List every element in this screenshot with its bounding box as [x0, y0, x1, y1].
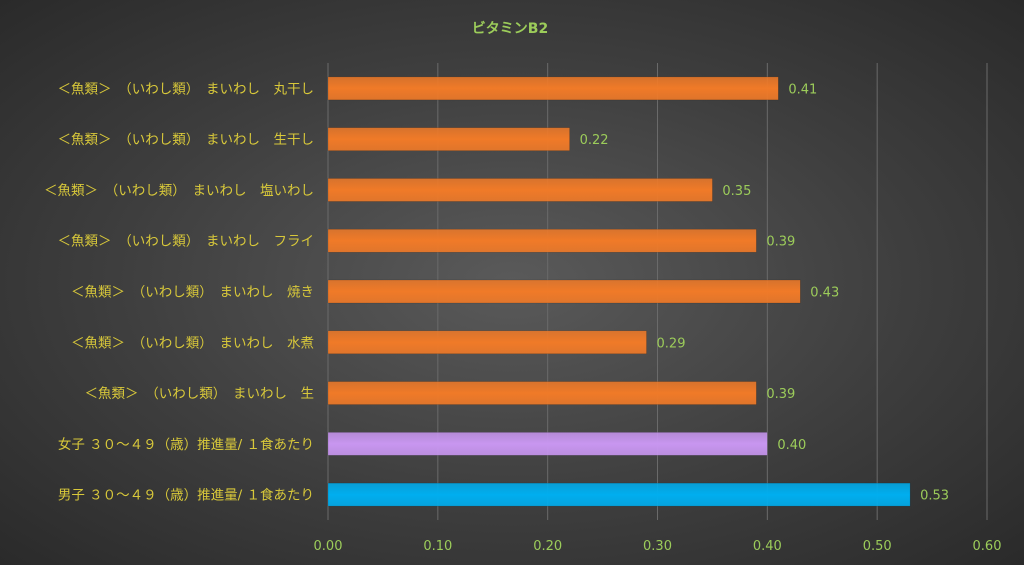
category-label: 男子 ３０～４９（歳）推進量/ １食あたり [58, 487, 314, 504]
bars [327, 76, 911, 507]
x-tick-label: 0.50 [863, 539, 892, 554]
category-label: 女子 ３０～４９（歳）推進量/ １食あたり [58, 436, 314, 453]
bar [327, 381, 757, 405]
data-label: 0.35 [722, 184, 751, 199]
x-tick-label: 0.20 [533, 539, 562, 554]
x-tick-label: 0.60 [973, 539, 1002, 554]
bar [327, 482, 911, 507]
bar [327, 228, 757, 253]
bar [327, 279, 801, 304]
category-label: ＜魚類＞ （いわし類） まいわし 丸干し [58, 81, 315, 97]
bar [327, 76, 779, 101]
data-label: 0.41 [788, 82, 817, 97]
data-label: 0.43 [810, 286, 839, 301]
category-label: ＜魚類＞ （いわし類） まいわし 生 [85, 386, 315, 402]
category-label: ＜魚類＞ （いわし類） まいわし 塩いわし [44, 183, 314, 199]
data-label: 0.39 [766, 235, 795, 250]
data-label: 0.40 [777, 438, 806, 453]
x-axis-ticks: 0.00 0.10 0.20 0.30 0.40 0.50 0.60 [314, 539, 1002, 554]
data-labels: 0.41 0.22 0.35 0.39 0.43 0.29 0.39 0.40 0.53 [580, 82, 949, 503]
bar [327, 330, 647, 355]
bar [327, 127, 570, 151]
category-label: ＜魚類＞ （いわし類） まいわし フライ [58, 234, 315, 250]
data-label: 0.29 [657, 336, 686, 351]
x-tick-label: 0.00 [314, 539, 343, 554]
bar [327, 432, 768, 456]
x-tick-label: 0.40 [753, 539, 782, 554]
chart-title: ビタミンB2 [472, 21, 548, 37]
category-label: ＜魚類＞ （いわし類） まいわし 水煮 [71, 335, 314, 351]
bar [327, 178, 713, 202]
category-label: ＜魚類＞ （いわし類） まいわし 焼き [71, 285, 314, 301]
data-label: 0.53 [920, 489, 949, 504]
x-tick-label: 0.10 [423, 539, 452, 554]
data-label: 0.39 [766, 387, 795, 402]
data-label: 0.22 [580, 133, 609, 148]
x-tick-label: 0.30 [643, 539, 672, 554]
category-labels: ＜魚類＞ （いわし類） まいわし 丸干し ＜魚類＞ （いわし類） まいわし 生干し… [44, 81, 314, 503]
category-label: ＜魚類＞ （いわし類） まいわし 生干し [58, 132, 315, 148]
